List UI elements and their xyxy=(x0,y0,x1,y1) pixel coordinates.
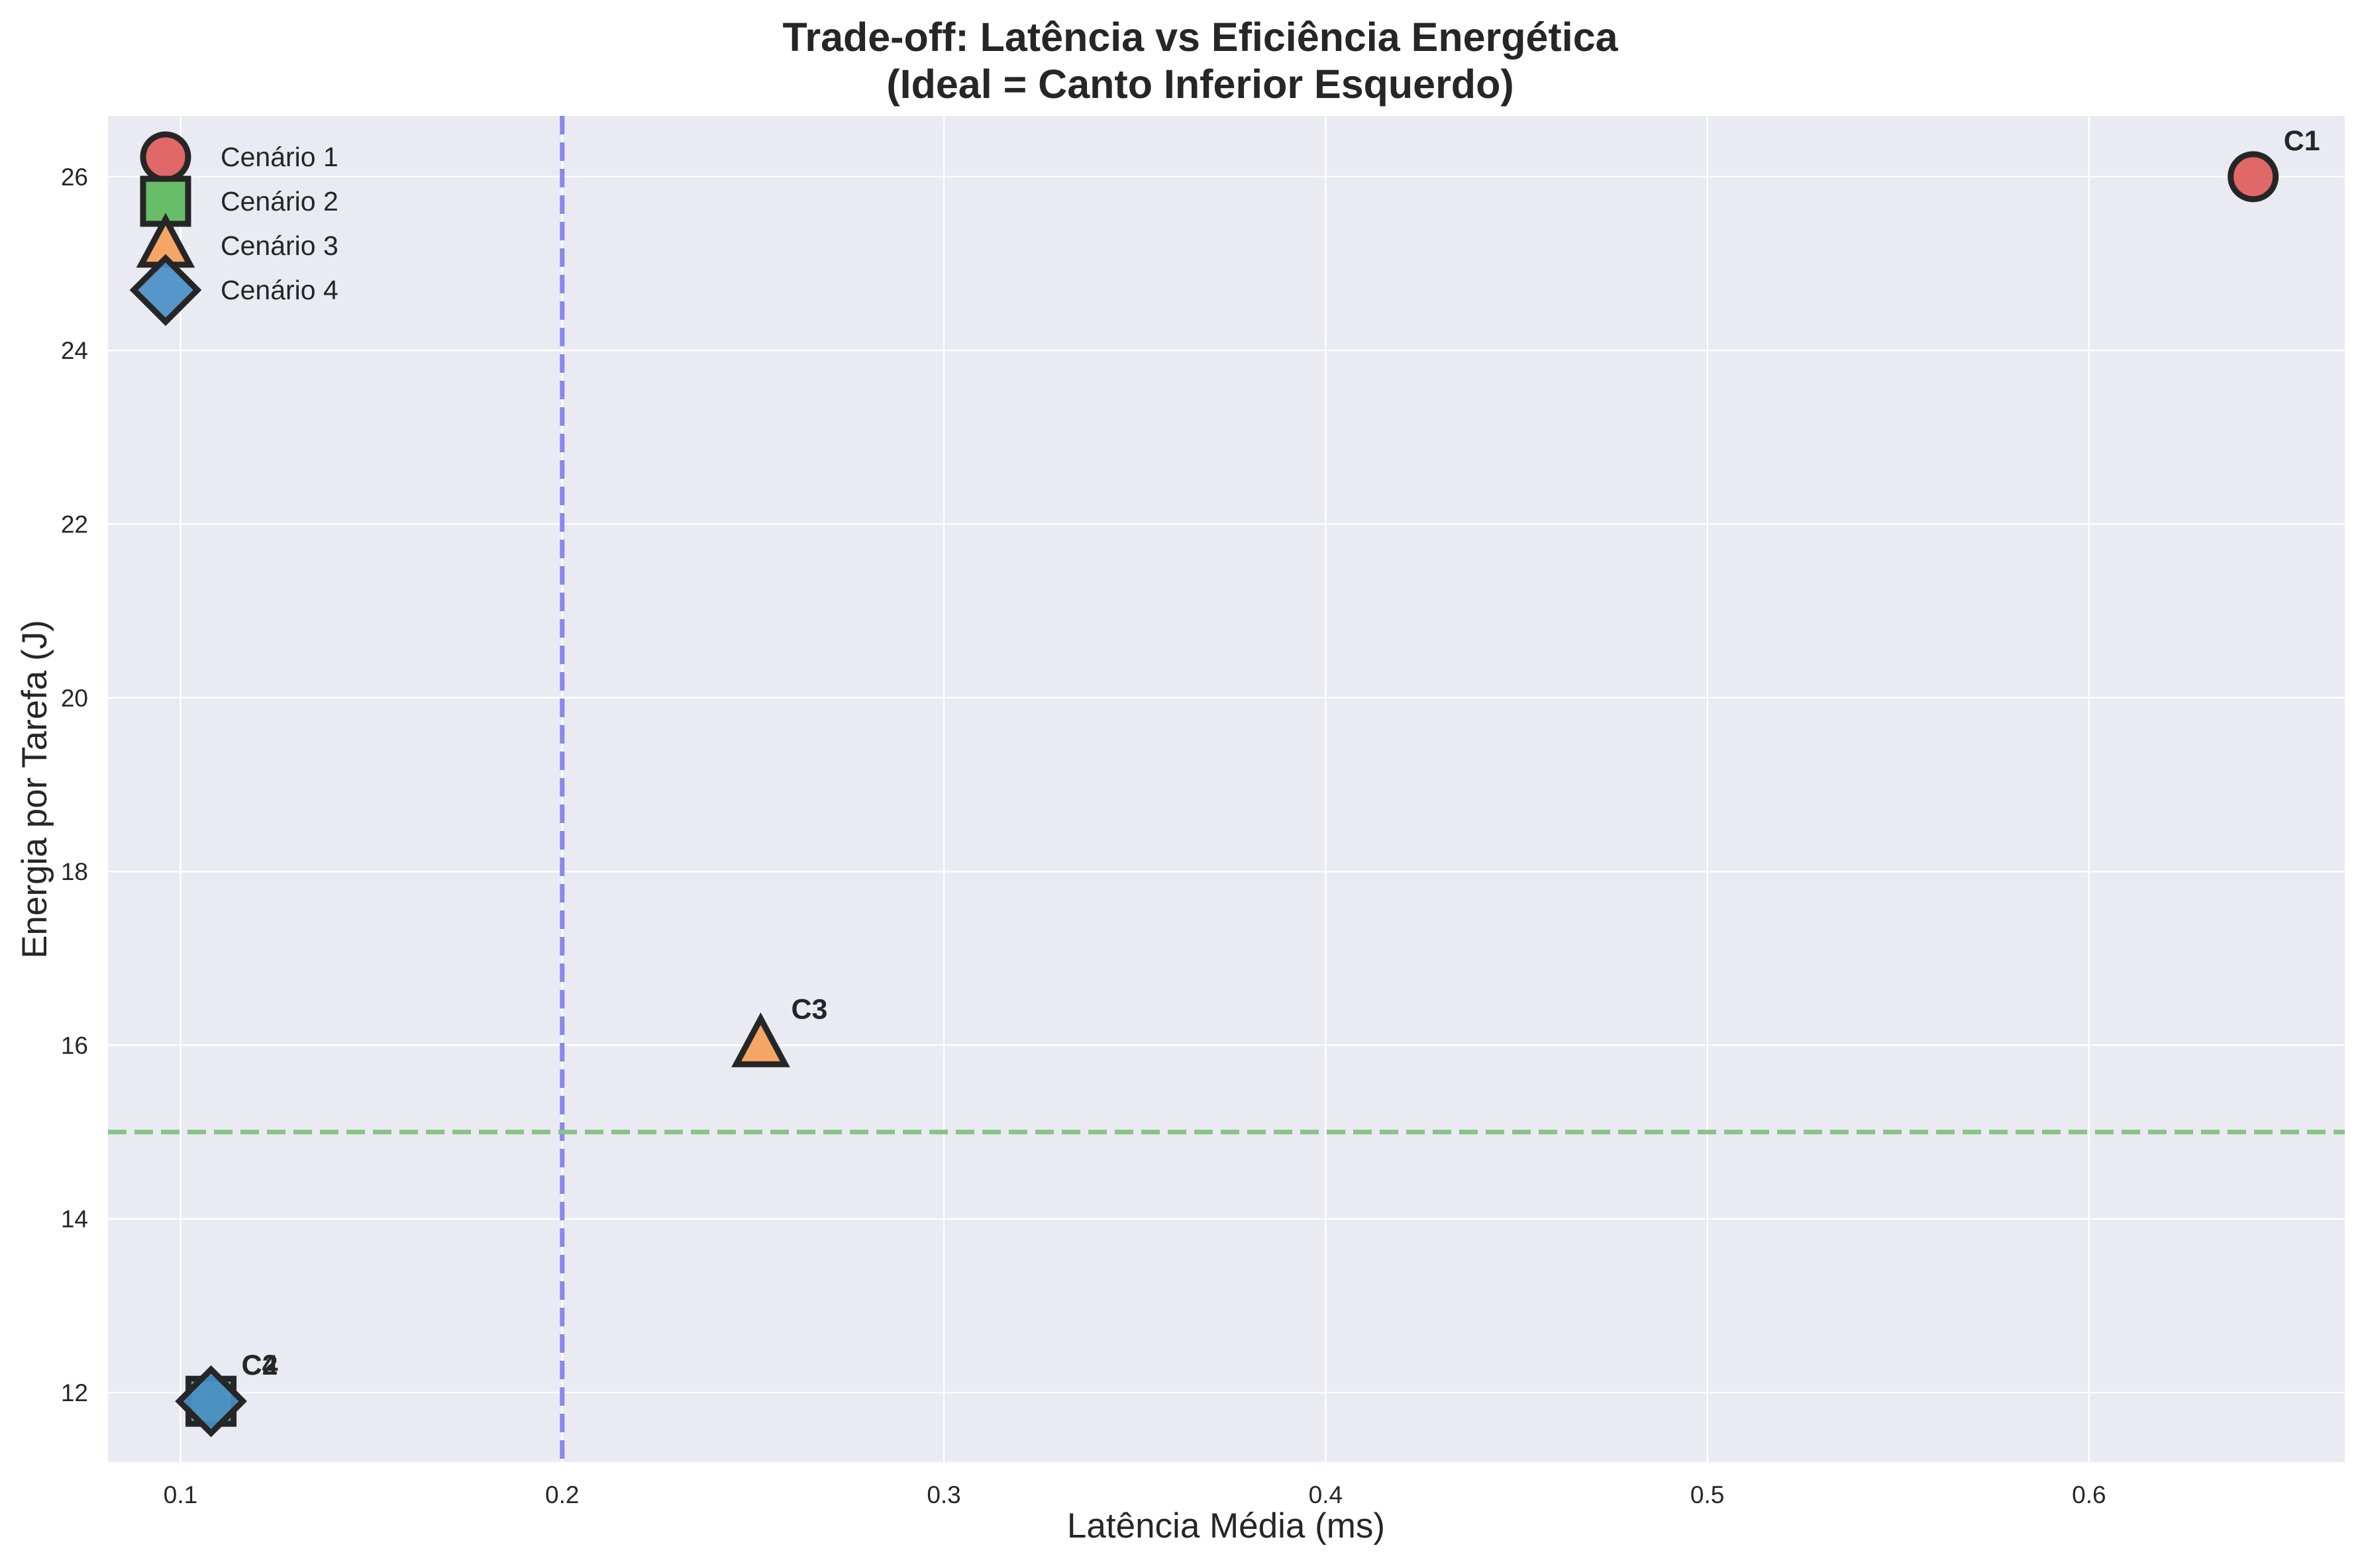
x-tick-label: 0.1 xyxy=(164,1481,197,1508)
chart-title-line1: Trade-off: Latência vs Eficiência Energé… xyxy=(782,15,1618,60)
legend-entry-c1: Cenário 1 xyxy=(221,142,338,172)
data-points xyxy=(175,151,2279,1438)
y-tick-label: 24 xyxy=(61,337,88,364)
y-tick-label: 18 xyxy=(61,858,88,885)
x-tick-label: 0.5 xyxy=(1690,1481,1724,1508)
legend-entry-c4: Cenário 4 xyxy=(221,275,338,305)
x-tick-label: 0.6 xyxy=(2072,1481,2106,1508)
y-tick-label: 20 xyxy=(61,685,88,712)
data-point-c1 xyxy=(2228,151,2279,203)
legend-entry-c2: Cenário 2 xyxy=(221,186,338,217)
x-axis-label: Latência Média (ms) xyxy=(1067,1506,1385,1545)
legend-marker-c1 xyxy=(140,131,191,183)
grid-lines xyxy=(108,116,2345,1462)
point-labels: C1 C2 C3 C4 xyxy=(242,125,2320,1381)
data-point-c3 xyxy=(731,1012,790,1067)
point-label-c2: C2 xyxy=(242,1349,278,1381)
reference-lines xyxy=(108,116,2345,1462)
legend: Cenário 1 Cenário 2 Cenário 3 Cenário 4 xyxy=(129,131,338,326)
y-tick-label: 14 xyxy=(61,1206,88,1233)
point-label-c4: C4 xyxy=(242,1349,278,1381)
x-tick-label: 0.4 xyxy=(1309,1481,1343,1508)
point-label-c1: C1 xyxy=(2284,125,2320,157)
tick-labels: 0.1 0.2 0.3 0.4 0.5 0.6 12 14 16 18 20 22 24 26 xyxy=(61,164,2106,1508)
y-tick-label: 22 xyxy=(61,511,88,538)
point-label-c3: C3 xyxy=(791,993,827,1025)
legend-marker-c4 xyxy=(129,254,202,326)
y-axis-label: Energia por Tarefa (J) xyxy=(15,620,54,959)
data-point-c4 xyxy=(175,1365,247,1438)
y-tick-label: 26 xyxy=(61,164,88,191)
legend-entry-c3: Cenário 3 xyxy=(221,230,338,261)
y-tick-label: 16 xyxy=(61,1032,88,1059)
x-tick-label: 0.2 xyxy=(545,1481,579,1508)
x-tick-label: 0.3 xyxy=(927,1481,960,1508)
plot-area xyxy=(108,116,2345,1462)
chart-title-line2: (Ideal = Canto Inferior Esquerdo) xyxy=(886,62,1513,107)
y-tick-label: 12 xyxy=(61,1379,88,1406)
